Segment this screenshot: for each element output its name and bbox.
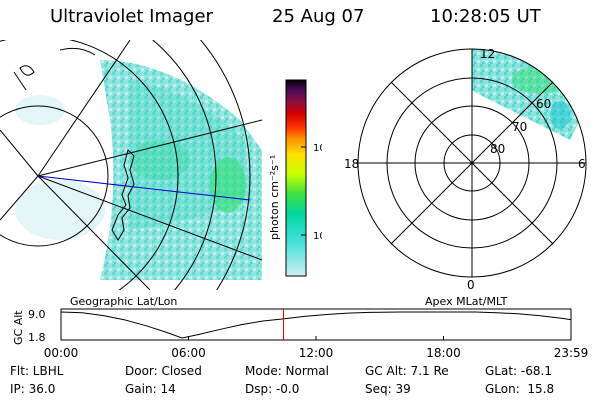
info-gain: Gain: 14 — [125, 382, 176, 396]
gc-alt-series-line — [60, 311, 571, 339]
info-dsp: Dsp: -0.0 — [245, 382, 300, 396]
ytick-label: 1.8 — [28, 331, 46, 344]
colorbar-tick-label: 100 — [313, 143, 322, 154]
xtick-label: 12:00 — [299, 346, 334, 360]
colorbar-label: photon cm⁻²s⁻¹ — [268, 155, 281, 240]
info-seq: Seq: 39 — [365, 382, 411, 396]
mlt-polar-plot: 12 18 6 0 60 70 80 — [344, 47, 587, 290]
info-ip: IP: 36.0 — [10, 382, 56, 396]
mlt-label-18: 18 — [344, 157, 359, 171]
page-title: Ultraviolet Imager — [50, 6, 213, 27]
ytick-label: 9.0 — [28, 308, 46, 321]
info-glat: GLat: -68.1 — [485, 364, 552, 378]
mlat-label-60: 60 — [536, 97, 551, 111]
info-flt: Flt: LBHL — [10, 364, 64, 378]
mlat-label-80: 80 — [490, 142, 505, 156]
chart-ylabel: GC Alt — [12, 310, 25, 345]
xtick-label: 18:00 — [426, 346, 461, 360]
info-door: Door: Closed — [125, 364, 202, 378]
geographic-map — [0, 40, 262, 290]
colorbar-tick-label: 10 — [313, 231, 322, 242]
xtick-label: 06:00 — [171, 346, 206, 360]
mlt-label-12: 12 — [480, 47, 495, 61]
chart-frame — [60, 308, 572, 341]
gc-alt-chart: GC Alt 9.0 1.8 00:00 06:00 12:00 18:00 23:59 — [12, 308, 589, 360]
mlat-label-70: 70 — [512, 120, 527, 134]
colorbar-rect — [285, 79, 307, 277]
xtick-label: 00:00 — [44, 346, 79, 360]
date-text: 25 Aug 07 — [272, 6, 365, 27]
mlt-label-0: 0 — [467, 278, 475, 290]
time-text: 10:28:05 UT — [430, 6, 541, 27]
info-glon: GLon: 15.8 — [485, 382, 555, 396]
mlt-label-6: 6 — [578, 157, 586, 171]
xtick-label: 23:59 — [554, 346, 589, 360]
colorbar: 100 10 photon cm⁻²s⁻¹ — [268, 79, 322, 277]
info-gc-alt: GC Alt: 7.1 Re — [365, 364, 449, 378]
info-mode: Mode: Normal — [245, 364, 329, 378]
geo-caption: Geographic Lat/Lon — [70, 295, 178, 308]
mlt-caption: Apex MLat/MLT — [425, 295, 508, 308]
